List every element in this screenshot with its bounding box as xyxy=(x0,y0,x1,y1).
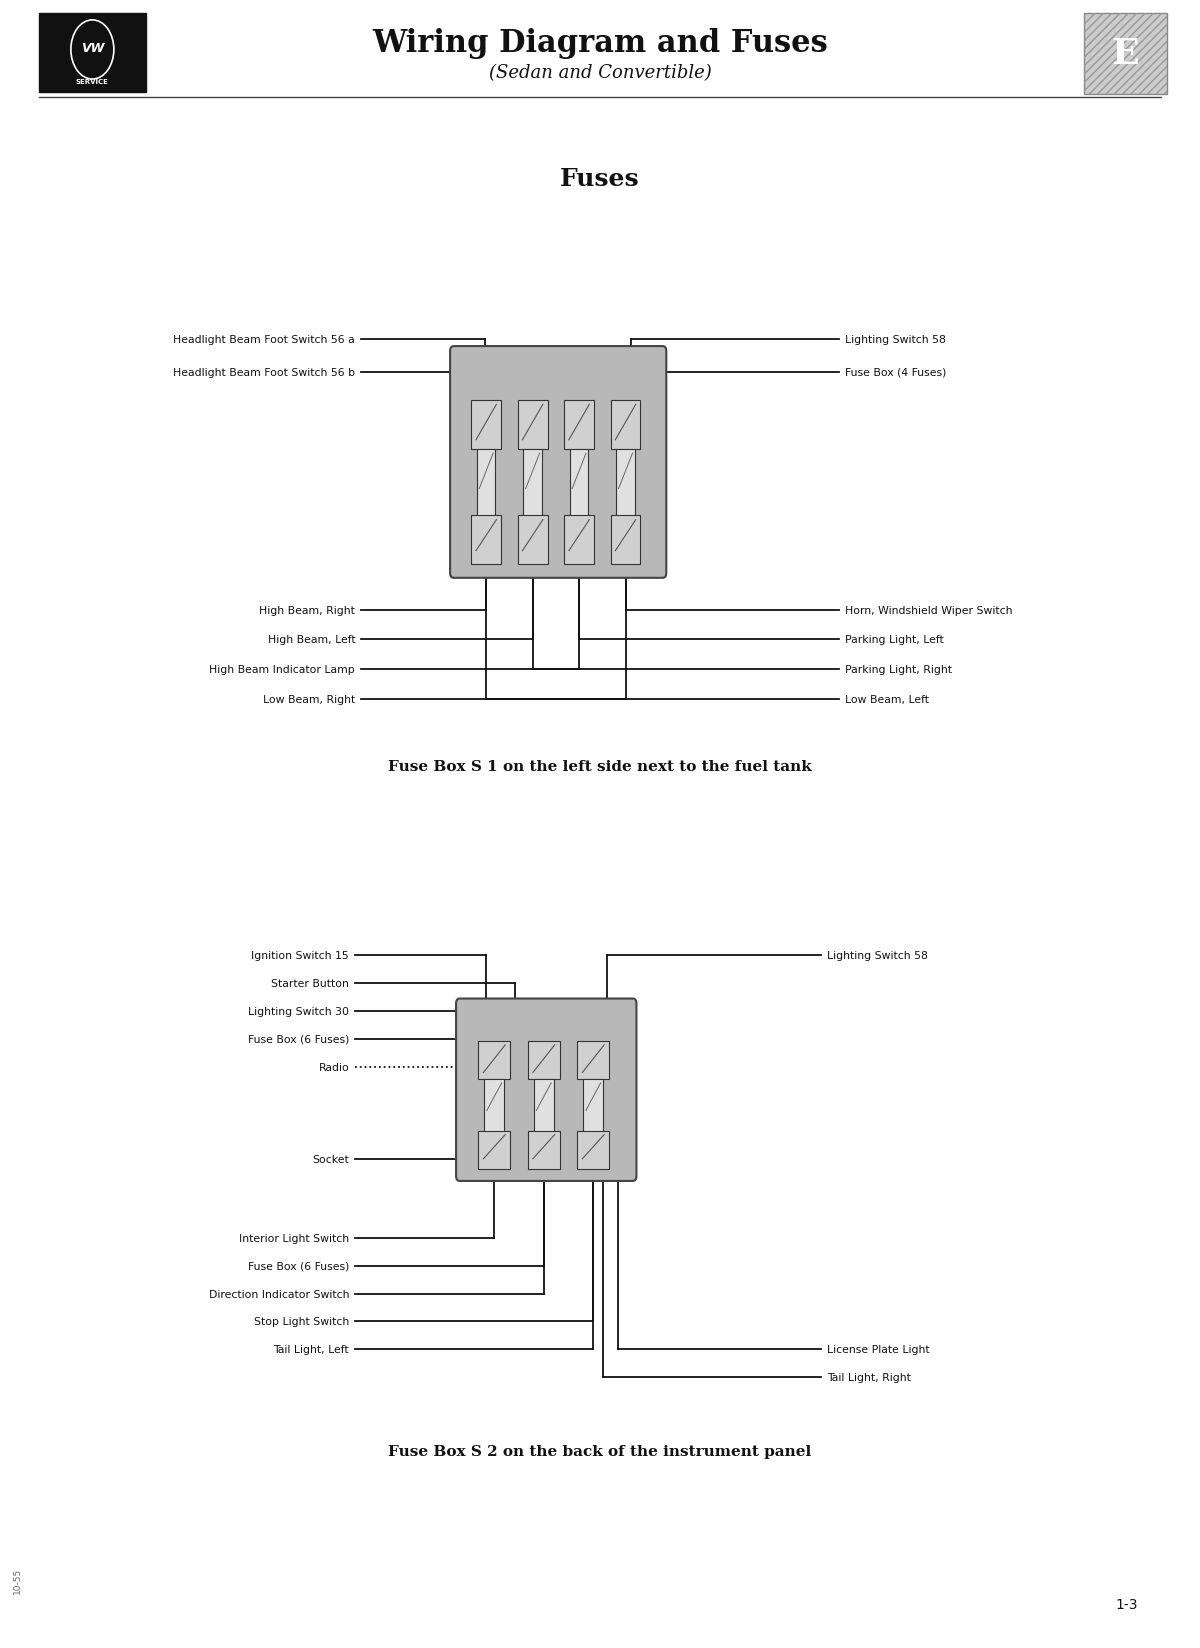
Text: E: E xyxy=(1111,36,1139,71)
Text: Low Beam, Right: Low Beam, Right xyxy=(263,694,355,704)
Text: Direction Indicator Switch: Direction Indicator Switch xyxy=(209,1289,349,1299)
Bar xyxy=(472,400,502,450)
Bar xyxy=(38,15,146,92)
Bar xyxy=(564,516,594,565)
Text: Lighting Switch 58: Lighting Switch 58 xyxy=(827,951,928,961)
Bar xyxy=(472,516,502,565)
Bar xyxy=(564,400,594,450)
Text: Fuses: Fuses xyxy=(560,166,640,191)
Bar xyxy=(517,400,547,450)
Text: Parking Light, Left: Parking Light, Left xyxy=(845,634,943,644)
FancyBboxPatch shape xyxy=(456,999,636,1182)
Text: Fuse Box (6 Fuses): Fuse Box (6 Fuses) xyxy=(247,1035,349,1045)
Text: Fuse Box (4 Fuses): Fuse Box (4 Fuses) xyxy=(845,368,947,377)
Text: SERVICE: SERVICE xyxy=(76,79,109,84)
Bar xyxy=(479,1132,510,1170)
Text: High Beam, Left: High Beam, Left xyxy=(268,634,355,644)
Text: Tail Light, Right: Tail Light, Right xyxy=(827,1373,911,1383)
Text: Wiring Diagram and Fuses: Wiring Diagram and Fuses xyxy=(372,28,828,59)
Bar xyxy=(485,1079,504,1139)
Bar xyxy=(1084,15,1168,94)
Text: Stop Light Switch: Stop Light Switch xyxy=(254,1317,349,1327)
Text: Fuse Box S 1 on the left side next to the fuel tank: Fuse Box S 1 on the left side next to th… xyxy=(388,760,812,773)
Bar xyxy=(617,450,635,524)
Bar xyxy=(479,1042,510,1079)
Bar xyxy=(577,1042,610,1079)
Bar xyxy=(517,516,547,565)
Text: Tail Light, Left: Tail Light, Left xyxy=(274,1345,349,1355)
Text: Parking Light, Right: Parking Light, Right xyxy=(845,664,952,674)
Bar xyxy=(528,1132,559,1170)
Bar xyxy=(611,516,641,565)
Text: 1-3: 1-3 xyxy=(1115,1597,1138,1612)
Bar xyxy=(476,450,496,524)
Bar xyxy=(570,450,588,524)
Text: Headlight Beam Foot Switch 56 b: Headlight Beam Foot Switch 56 b xyxy=(173,368,355,377)
Text: License Plate Light: License Plate Light xyxy=(827,1345,930,1355)
Text: Ignition Switch 15: Ignition Switch 15 xyxy=(252,951,349,961)
Bar xyxy=(528,1042,559,1079)
Bar xyxy=(523,450,542,524)
Text: Radio: Radio xyxy=(318,1061,349,1073)
Text: Socket: Socket xyxy=(312,1154,349,1163)
Text: 10-55: 10-55 xyxy=(13,1566,22,1592)
FancyBboxPatch shape xyxy=(450,346,666,578)
Bar xyxy=(611,400,641,450)
Text: High Beam Indicator Lamp: High Beam Indicator Lamp xyxy=(209,664,355,674)
Text: Horn, Windshield Wiper Switch: Horn, Windshield Wiper Switch xyxy=(845,605,1013,615)
Text: Low Beam, Left: Low Beam, Left xyxy=(845,694,929,704)
Bar xyxy=(577,1132,610,1170)
Text: High Beam, Right: High Beam, Right xyxy=(259,605,355,615)
Text: Fuse Box (6 Fuses): Fuse Box (6 Fuses) xyxy=(247,1261,349,1271)
Text: (Sedan and Convertible): (Sedan and Convertible) xyxy=(488,64,712,82)
Bar xyxy=(583,1079,604,1139)
Text: Interior Light Switch: Interior Light Switch xyxy=(239,1233,349,1243)
Text: Headlight Beam Foot Switch 56 a: Headlight Beam Foot Switch 56 a xyxy=(173,335,355,344)
Bar xyxy=(1084,15,1168,94)
Text: Starter Button: Starter Button xyxy=(271,979,349,989)
Text: Fuse Box S 2 on the back of the instrument panel: Fuse Box S 2 on the back of the instrume… xyxy=(389,1444,811,1458)
Bar xyxy=(534,1079,553,1139)
Text: VW: VW xyxy=(80,43,104,56)
Text: Lighting Switch 58: Lighting Switch 58 xyxy=(845,335,946,344)
Text: Lighting Switch 30: Lighting Switch 30 xyxy=(248,1007,349,1017)
